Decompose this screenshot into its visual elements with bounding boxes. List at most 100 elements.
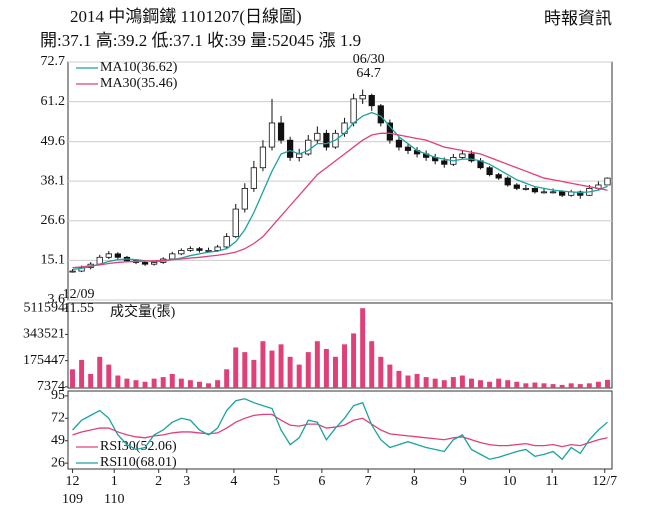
candle-body — [214, 246, 221, 251]
y-tick-label: 49 — [51, 433, 65, 448]
candle-body — [513, 184, 520, 189]
legend-label: MA30(35.46) — [100, 76, 178, 91]
x-year-label: 109 — [62, 492, 83, 507]
x-tick-label: 9 — [460, 474, 467, 489]
x-tick-label: 7 — [365, 474, 372, 489]
volume-bar — [242, 352, 248, 388]
candle-body — [386, 122, 393, 141]
candle-body — [549, 191, 557, 194]
candle-body — [495, 174, 502, 179]
x-tick-label: 8 — [411, 474, 418, 489]
candle-body — [540, 191, 548, 194]
volume-bar — [478, 380, 484, 388]
y-tick-label: 72 — [51, 411, 65, 426]
volume-bar — [251, 359, 257, 388]
x-tick-label: 5 — [273, 474, 280, 489]
candle-body — [377, 105, 384, 124]
legend-label: MA10(36.62) — [100, 60, 178, 75]
volume-bar — [441, 380, 447, 388]
volume-bar — [595, 381, 601, 388]
candle-body — [169, 253, 176, 260]
volume-bar — [323, 349, 329, 388]
chart-title: 2014 中鴻鋼鐵 1101207(日線圖) — [70, 7, 302, 26]
y-tick-label: 38.1 — [41, 173, 66, 188]
volume-bar — [224, 369, 230, 388]
volume-bar — [332, 356, 338, 388]
volume-bar — [459, 375, 465, 388]
candle-body — [368, 95, 375, 107]
volume-bar — [160, 377, 166, 388]
volume-bar — [305, 352, 311, 388]
annotation-date: 12/09 — [63, 287, 95, 302]
annotation-value: 64.7 — [356, 66, 381, 81]
legend-label: 成交量(張) — [110, 303, 176, 320]
x-tick-label: 12/7 — [592, 474, 617, 489]
legend-label: RSI30(52.06) — [100, 439, 177, 454]
source: 時報資訊 — [544, 9, 612, 28]
y-tick-label: 7374 — [37, 379, 65, 394]
y-tick-label: 15.1 — [41, 253, 66, 268]
volume-bar — [178, 378, 184, 388]
x-tick-label: 1 — [111, 474, 118, 489]
legend-label: RSI10(68.01) — [100, 455, 177, 470]
volume-bar — [514, 381, 520, 388]
volume-bar — [260, 341, 266, 388]
panel-frame — [67, 302, 613, 389]
volume-bar — [360, 308, 366, 388]
volume-bar — [151, 378, 157, 388]
candle-body — [441, 160, 448, 165]
volume-bar — [269, 350, 275, 388]
candle-body — [577, 191, 584, 196]
volume-bar — [523, 383, 529, 388]
volume-bar — [206, 383, 212, 388]
candle-body — [350, 98, 357, 124]
volume-bar — [296, 364, 302, 388]
candle-body — [395, 139, 403, 148]
volume-bar — [396, 370, 402, 388]
candle-body — [531, 188, 539, 193]
y-tick-label: 26.6 — [41, 213, 66, 228]
volume-bar — [414, 373, 420, 388]
y-tick-label: 343521 — [23, 327, 65, 342]
volume-bar — [568, 383, 574, 388]
volume-bar — [450, 377, 456, 388]
candle-body — [305, 139, 312, 155]
volume-bar — [70, 369, 76, 388]
volume-bar — [88, 373, 94, 388]
candle-body — [250, 167, 257, 189]
candle-body — [268, 122, 276, 148]
volume-bar — [532, 382, 538, 388]
volume-bar — [505, 380, 511, 388]
candle-body — [69, 270, 76, 273]
candle-body — [178, 250, 185, 255]
y-tick-label: 511594 — [24, 300, 65, 315]
volume-bar — [405, 375, 411, 388]
candle-body — [151, 262, 158, 265]
volume-bar — [133, 380, 139, 388]
candle-body — [559, 191, 566, 196]
volume-bar — [342, 344, 348, 388]
line — [72, 132, 608, 269]
candle-body — [187, 248, 194, 251]
y-tick-label: 61.2 — [41, 94, 66, 109]
x-tick-label: 3 — [183, 474, 190, 489]
volume-bar — [496, 378, 502, 388]
volume-bar — [196, 381, 202, 388]
volume-bar — [142, 381, 148, 388]
volume-bar — [233, 347, 239, 388]
candle-body — [287, 139, 294, 158]
volume-bar — [487, 381, 493, 388]
y-tick-label: 175447 — [23, 353, 65, 368]
x-tick-label: 6 — [318, 474, 325, 489]
candle-body — [404, 146, 412, 151]
candle-body — [604, 177, 611, 186]
x-tick-label: 11 — [545, 474, 558, 489]
candle-body — [78, 267, 85, 272]
volume-bar — [378, 356, 384, 388]
volume-bar — [79, 359, 85, 388]
volume-bar — [278, 344, 284, 388]
y-tick-label: 3.6 — [48, 292, 66, 307]
volume-bar — [577, 384, 583, 388]
candle-body — [141, 262, 149, 265]
